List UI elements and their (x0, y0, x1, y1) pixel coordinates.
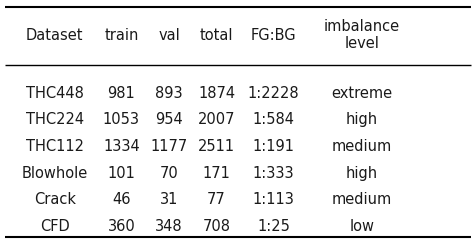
Text: val: val (158, 28, 180, 43)
Text: medium: medium (332, 139, 392, 154)
Text: 1:113: 1:113 (253, 192, 295, 207)
Text: 2007: 2007 (198, 112, 235, 127)
Text: total: total (200, 28, 233, 43)
Text: 1:25: 1:25 (257, 219, 290, 234)
Text: THC224: THC224 (26, 112, 84, 127)
Text: 101: 101 (108, 166, 135, 181)
Text: 1053: 1053 (103, 112, 140, 127)
Text: 893: 893 (155, 86, 183, 101)
Text: high: high (346, 112, 378, 127)
Text: 1177: 1177 (150, 139, 188, 154)
Text: Dataset: Dataset (26, 28, 83, 43)
Text: medium: medium (332, 192, 392, 207)
Text: 2511: 2511 (198, 139, 235, 154)
Text: 1874: 1874 (198, 86, 235, 101)
Text: Blowhole: Blowhole (21, 166, 88, 181)
Text: 46: 46 (112, 192, 130, 207)
Text: imbalance
level: imbalance level (324, 19, 400, 51)
Text: THC112: THC112 (26, 139, 84, 154)
Text: CFD: CFD (40, 219, 69, 234)
Text: 1:2228: 1:2228 (248, 86, 299, 101)
Text: 1334: 1334 (103, 139, 140, 154)
Text: 1:584: 1:584 (253, 112, 295, 127)
Text: 348: 348 (155, 219, 183, 234)
Text: 360: 360 (108, 219, 135, 234)
Text: 31: 31 (160, 192, 178, 207)
Text: 77: 77 (207, 192, 226, 207)
Text: 70: 70 (159, 166, 178, 181)
Text: 954: 954 (155, 112, 183, 127)
Text: THC448: THC448 (26, 86, 84, 101)
Text: high: high (346, 166, 378, 181)
Text: 1:191: 1:191 (253, 139, 295, 154)
Text: Crack: Crack (34, 192, 76, 207)
Text: 981: 981 (108, 86, 135, 101)
Text: low: low (349, 219, 374, 234)
Text: FG:BG: FG:BG (251, 28, 297, 43)
Text: 1:333: 1:333 (253, 166, 295, 181)
Text: 171: 171 (203, 166, 230, 181)
Text: extreme: extreme (331, 86, 392, 101)
Text: 708: 708 (203, 219, 230, 234)
Text: train: train (104, 28, 139, 43)
